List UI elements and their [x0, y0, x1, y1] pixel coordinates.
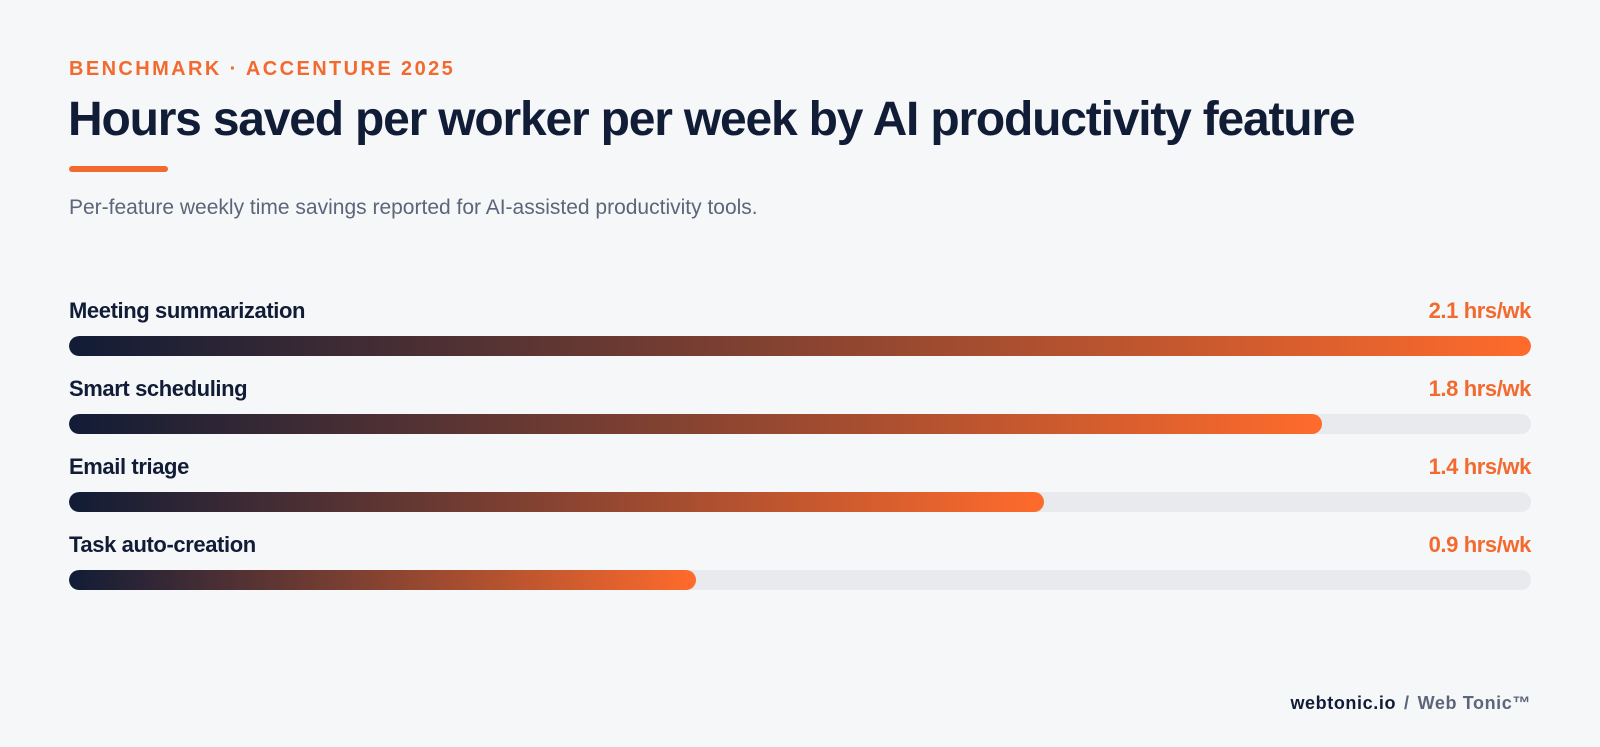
- bar-fill: [69, 492, 1044, 512]
- bar-fill: [69, 570, 696, 590]
- chart-subtitle: Per-feature weekly time savings reported…: [69, 196, 758, 219]
- bar-value-label: 2.1 hrs/wk: [1428, 298, 1532, 323]
- footer-brand: Web Tonic™: [1417, 693, 1531, 713]
- bar-row: Meeting summarization 2.1 hrs/wk: [69, 298, 1531, 376]
- bar-track: [69, 336, 1531, 356]
- bar-label: Task auto-creation: [69, 532, 256, 557]
- bar-value-label: 0.9 hrs/wk: [1428, 532, 1532, 557]
- bar-label: Smart scheduling: [69, 376, 248, 401]
- bar-list: Meeting summarization 2.1 hrs/wk Smart sch…: [69, 298, 1531, 610]
- bar-row: Email triage 1.4 hrs/wk: [69, 454, 1531, 532]
- bar-track: [69, 414, 1531, 434]
- eyebrow-label: BENCHMARK · ACCENTURE 2025: [69, 58, 456, 80]
- bar-track: [69, 492, 1531, 512]
- bar-fill: [69, 336, 1531, 356]
- bar-row: Task auto-creation 0.9 hrs/wk: [69, 532, 1531, 610]
- bar-fill: [69, 414, 1322, 434]
- bar-row: Smart scheduling 1.8 hrs/wk: [69, 376, 1531, 454]
- title-accent-rule: [69, 166, 168, 172]
- footer-separator: /: [1404, 693, 1410, 713]
- footer-site: webtonic.io: [1290, 693, 1397, 713]
- chart-title: Hours saved per worker per week by AI pr…: [68, 93, 1356, 146]
- bar-value-label: 1.4 hrs/wk: [1428, 454, 1532, 479]
- bar-track: [69, 570, 1531, 590]
- bar-label: Email triage: [69, 454, 189, 479]
- footer-credit: webtonic.io / Web Tonic™: [1290, 693, 1531, 714]
- bar-value-label: 1.8 hrs/wk: [1428, 376, 1532, 401]
- bar-label: Meeting summarization: [69, 298, 306, 323]
